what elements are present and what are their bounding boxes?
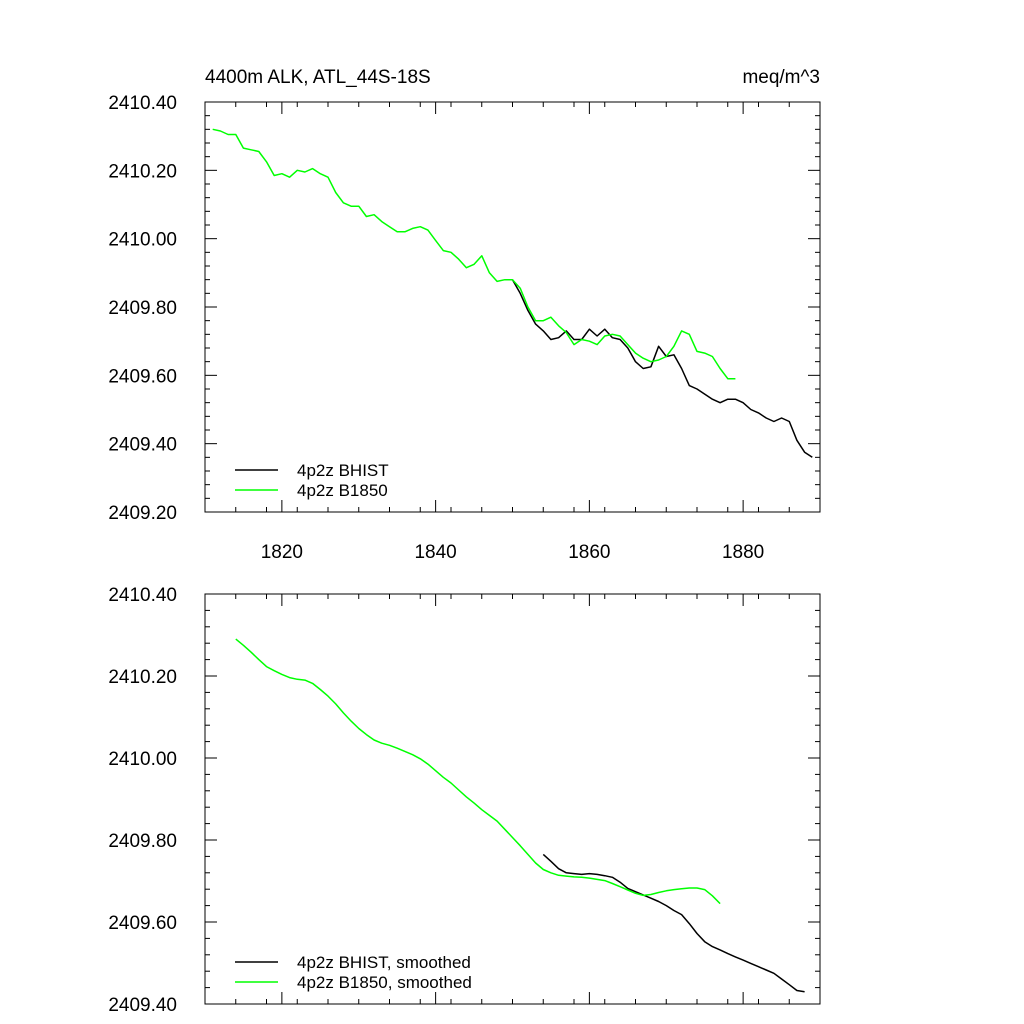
chart-title-units: meq/m^3 <box>742 67 820 88</box>
plot-frame <box>204 593 821 1005</box>
y-tick-label: 2409.60 <box>108 913 177 934</box>
y-tick-label: 2409.80 <box>108 831 177 852</box>
y-tick-label: 2409.40 <box>108 995 177 1016</box>
chart-title-left: 4400m ALK, ATL_44S-18S <box>205 67 431 88</box>
y-tick-label: 2410.00 <box>108 230 177 251</box>
x-tick-label: 1860 <box>568 542 610 563</box>
x-tick-label: 1840 <box>414 542 456 563</box>
top-chart-panel: 4400m ALK, ATL_44S-18S meq/m^3 1820 1840 1… <box>108 67 821 563</box>
y-tick-label: 2410.00 <box>108 749 177 770</box>
series-line-bhist-smoothed <box>542 853 805 993</box>
y-tick-label: 2410.40 <box>108 93 177 114</box>
legend-label-b1850-smoothed: 4p2z B1850, smoothed <box>297 973 472 992</box>
top-legend: 4p2z BHIST 4p2z B1850 <box>235 461 389 500</box>
y-tick-label: 2409.60 <box>108 366 177 387</box>
plot-frame <box>204 101 821 513</box>
series-line-b1850-smoothed <box>235 638 721 905</box>
x-tick-label: 1880 <box>722 542 764 563</box>
y-tick-label: 2410.20 <box>108 161 177 182</box>
x-tick-label: 1820 <box>261 542 303 563</box>
legend-label-b1850: 4p2z B1850 <box>297 481 388 500</box>
bottom-legend: 4p2z BHIST, smoothed 4p2z B1850, smoothe… <box>235 953 472 992</box>
y-tick-label: 2410.40 <box>108 585 177 606</box>
y-tick-label: 2410.20 <box>108 667 177 688</box>
legend-label-bhist: 4p2z BHIST <box>297 461 389 480</box>
legend-label-bhist-smoothed: 4p2z BHIST, smoothed <box>297 953 471 972</box>
series-line-b1850 <box>212 128 736 380</box>
bottom-chart-panel: 2409.40 2409.60 2409.80 2410.00 2410.20 2410.… <box>108 585 821 1016</box>
y-tick-label: 2409.80 <box>108 298 177 319</box>
y-tick-label: 2409.40 <box>108 435 177 456</box>
series-line-bhist <box>511 279 813 458</box>
y-tick-label: 2409.20 <box>108 503 177 524</box>
